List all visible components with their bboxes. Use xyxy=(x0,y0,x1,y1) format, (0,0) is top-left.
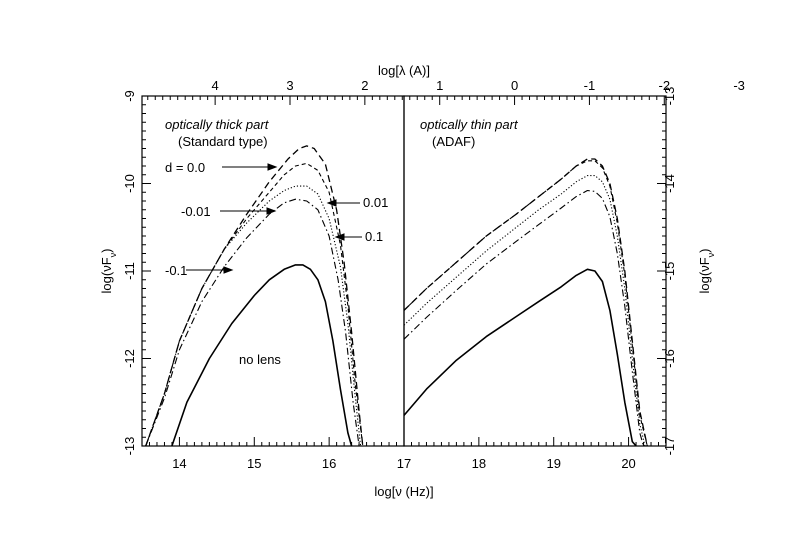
x-tick-label: 15 xyxy=(247,456,261,471)
y-tick-label: -13 xyxy=(122,437,137,456)
x-axis-label: log[ν (Hz)] xyxy=(374,484,433,499)
left-y-axis-label: log(νFν) xyxy=(99,249,118,294)
top-tick-label: 1 xyxy=(436,78,443,93)
x-tick-label: 20 xyxy=(621,456,635,471)
series-line-dotted xyxy=(145,185,362,447)
top-tick-label: 3 xyxy=(286,78,293,93)
annotation-0.01: 0.01 xyxy=(363,195,388,210)
top-tick-label: -2 xyxy=(658,78,670,93)
y-tick-label: -17 xyxy=(662,437,677,456)
annotation-arrows xyxy=(186,163,362,274)
y-tick-label: -16 xyxy=(662,349,677,368)
x-tick-label: 17 xyxy=(397,456,411,471)
x-tick-label: 16 xyxy=(322,456,336,471)
right-y-axis-label: log(νFν) xyxy=(697,249,716,294)
series-line-dashed xyxy=(403,158,648,447)
axis-ticks: 14 15 16-9-10-11-12-134 3 2 117 18 19 20-13-14-1… xyxy=(122,78,745,471)
y-tick-label: -14 xyxy=(662,174,677,193)
right-panel-title: optically thin part xyxy=(420,117,519,132)
annotation-minus-0.1: -0.1 xyxy=(165,263,187,278)
annotation-minus-0.01: -0.01 xyxy=(181,204,211,219)
left-panel-subtitle: (Standard type) xyxy=(178,134,268,149)
y-tick-label: -10 xyxy=(122,174,137,193)
y-tick-label: -13 xyxy=(662,87,677,106)
top-axis-label: log[λ (A)] xyxy=(378,63,430,78)
top-tick-label: -1 xyxy=(584,78,596,93)
arrowhead-d-0.0 xyxy=(267,163,278,171)
sed-curves xyxy=(145,145,648,447)
y-tick-label: -9 xyxy=(122,90,137,102)
top-tick-label: 0 xyxy=(511,78,518,93)
arrowhead-minus-0.1 xyxy=(223,266,234,274)
x-tick-label: 14 xyxy=(172,456,186,471)
annotation-no-lens: no lens xyxy=(239,352,281,367)
top-tick-label: 2 xyxy=(361,78,368,93)
series-line-dashdot xyxy=(403,189,645,447)
annotation-0.1: 0.1 xyxy=(365,229,383,244)
y-tick-label: -15 xyxy=(662,262,677,281)
top-tick-label: -3 xyxy=(733,78,745,93)
arrowhead-minus-0.01 xyxy=(266,207,277,215)
series-line-dashed2 xyxy=(403,160,648,447)
x-tick-label: 19 xyxy=(546,456,560,471)
series-line-dashed2 xyxy=(145,162,364,447)
left-panel-title: optically thick part xyxy=(165,117,270,132)
series-line-dotted xyxy=(403,175,646,447)
series-line-solid xyxy=(403,268,637,447)
annotation-d-0.0: d = 0.0 xyxy=(165,160,205,175)
y-tick-label: -11 xyxy=(122,262,137,280)
x-tick-label: 18 xyxy=(472,456,486,471)
y-tick-label: -12 xyxy=(122,349,137,368)
top-tick-label: 4 xyxy=(212,78,219,93)
right-panel-subtitle: (ADAF) xyxy=(432,134,475,149)
series-line-dashdot xyxy=(145,198,360,447)
series-line-solid xyxy=(171,264,353,447)
